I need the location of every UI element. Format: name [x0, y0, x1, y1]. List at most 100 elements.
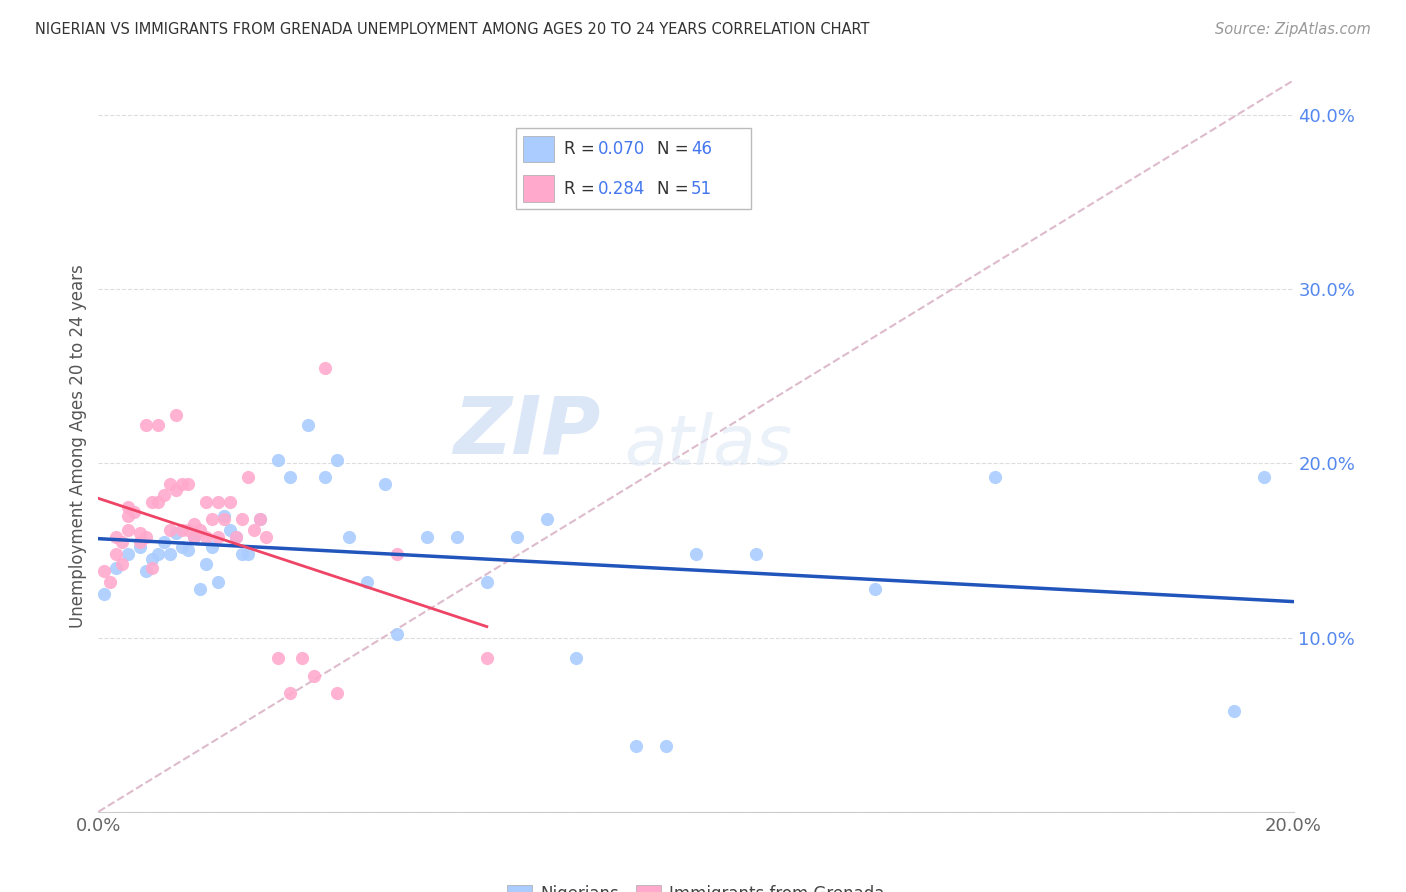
Point	[249, 512, 271, 526]
Point	[183, 530, 205, 544]
Point	[254, 530, 277, 544]
Point	[165, 526, 187, 541]
Text: NIGERIAN VS IMMIGRANTS FROM GRENADA UNEMPLOYMENT AMONG AGES 20 TO 24 YEARS CORRE: NIGERIAN VS IMMIGRANTS FROM GRENADA UNEM…	[35, 22, 870, 37]
Text: 51: 51	[690, 179, 711, 198]
Point	[219, 523, 242, 537]
Point	[212, 508, 235, 523]
Point	[111, 558, 134, 572]
Point	[111, 534, 134, 549]
FancyBboxPatch shape	[516, 128, 751, 210]
Point	[93, 587, 115, 601]
Point	[135, 565, 157, 579]
Point	[159, 523, 181, 537]
Point	[105, 561, 128, 575]
Point	[148, 494, 170, 508]
Point	[1253, 470, 1275, 484]
Point	[159, 547, 181, 561]
Point	[1223, 704, 1246, 718]
Text: 0.070: 0.070	[598, 140, 645, 158]
Point	[195, 494, 218, 508]
Point	[148, 418, 170, 433]
Point	[339, 530, 361, 544]
Point	[446, 530, 468, 544]
Point	[129, 534, 152, 549]
Point	[475, 651, 498, 665]
Point	[249, 512, 271, 526]
Point	[302, 669, 325, 683]
Point	[201, 512, 224, 526]
Point	[278, 470, 301, 484]
Point	[129, 540, 152, 554]
Point	[236, 547, 259, 561]
Point	[98, 574, 122, 589]
Text: N =: N =	[658, 140, 695, 158]
Point	[655, 739, 678, 753]
Point	[172, 540, 194, 554]
Point	[183, 517, 205, 532]
Point	[141, 552, 163, 566]
Point	[117, 523, 139, 537]
Bar	[523, 136, 554, 162]
Point	[984, 470, 1007, 484]
Point	[135, 418, 157, 433]
Point	[159, 477, 181, 491]
Point	[225, 530, 247, 544]
Point	[231, 512, 253, 526]
Point	[117, 508, 139, 523]
Point	[188, 523, 211, 537]
Text: Source: ZipAtlas.com: Source: ZipAtlas.com	[1215, 22, 1371, 37]
Point	[105, 530, 128, 544]
Point	[93, 565, 115, 579]
Point	[326, 686, 349, 700]
Text: ZIP: ZIP	[453, 392, 600, 470]
Text: R =: R =	[564, 140, 600, 158]
Point	[188, 582, 211, 596]
Point	[231, 547, 253, 561]
Point	[315, 360, 337, 375]
Point	[172, 477, 194, 491]
Point	[195, 530, 218, 544]
Point	[153, 488, 176, 502]
Point	[212, 512, 235, 526]
Point	[225, 530, 247, 544]
Point	[195, 558, 218, 572]
Point	[219, 494, 242, 508]
Text: atlas: atlas	[624, 412, 792, 480]
Point	[385, 547, 409, 561]
Point	[124, 505, 146, 519]
Point	[141, 561, 163, 575]
Point	[207, 494, 229, 508]
Point	[207, 530, 229, 544]
Point	[243, 523, 266, 537]
Point	[141, 494, 163, 508]
Point	[148, 547, 170, 561]
Text: 0.284: 0.284	[598, 179, 645, 198]
Point	[374, 477, 396, 491]
Point	[565, 651, 588, 665]
Point	[117, 547, 139, 561]
Point	[506, 530, 529, 544]
Point	[117, 500, 139, 514]
Point	[865, 582, 887, 596]
Point	[385, 627, 409, 641]
Point	[129, 526, 152, 541]
Point	[177, 543, 200, 558]
Point	[626, 739, 648, 753]
Point	[291, 651, 314, 665]
Point	[326, 453, 349, 467]
Bar	[523, 176, 554, 202]
Point	[267, 651, 290, 665]
Point	[475, 574, 498, 589]
Point	[278, 686, 301, 700]
Point	[183, 530, 205, 544]
Text: N =: N =	[658, 179, 695, 198]
Point	[207, 574, 229, 589]
Y-axis label: Unemployment Among Ages 20 to 24 years: Unemployment Among Ages 20 to 24 years	[69, 264, 87, 628]
Point	[177, 523, 200, 537]
Point	[135, 530, 157, 544]
Point	[356, 574, 378, 589]
Point	[165, 483, 187, 497]
Point	[172, 523, 194, 537]
Text: 46: 46	[690, 140, 711, 158]
Point	[297, 418, 319, 433]
